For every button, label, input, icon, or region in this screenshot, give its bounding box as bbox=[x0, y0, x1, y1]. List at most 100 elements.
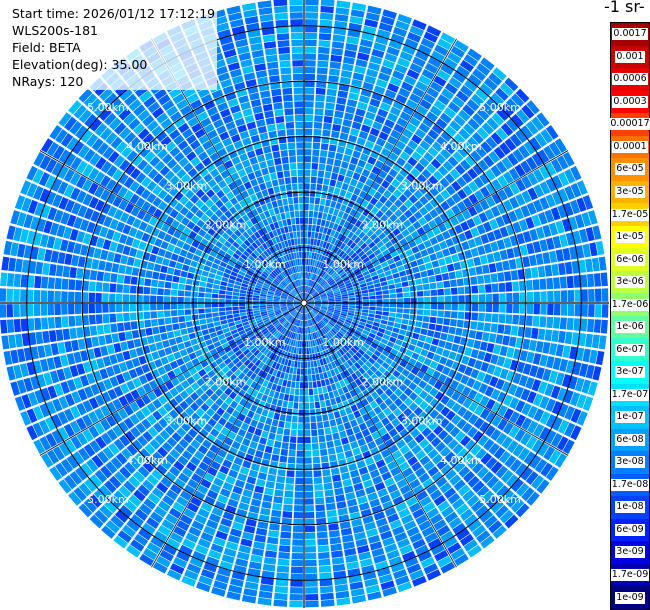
range-gate bbox=[346, 561, 360, 570]
range-gate bbox=[132, 123, 145, 136]
range-gate bbox=[376, 346, 384, 353]
range-gate bbox=[76, 190, 87, 204]
range-gate bbox=[265, 481, 275, 489]
range-gate bbox=[312, 456, 321, 464]
range-gate bbox=[358, 45, 372, 55]
range-gate bbox=[281, 263, 287, 270]
range-gate bbox=[199, 428, 209, 439]
range-gate bbox=[476, 466, 489, 479]
range-gate bbox=[562, 151, 575, 167]
range-gate bbox=[440, 395, 450, 405]
range-gate bbox=[362, 380, 371, 389]
range-gate bbox=[14, 258, 23, 273]
range-gate bbox=[411, 461, 422, 472]
range-gate bbox=[224, 253, 232, 260]
range-gate bbox=[389, 76, 402, 87]
range-gate bbox=[278, 552, 290, 560]
range-gate bbox=[283, 312, 290, 317]
range-gate bbox=[324, 315, 331, 320]
range-gate bbox=[212, 288, 219, 294]
range-gate bbox=[366, 202, 374, 211]
range-gate bbox=[466, 377, 476, 388]
range-gate bbox=[210, 483, 221, 494]
range-gate bbox=[194, 434, 205, 444]
range-gate bbox=[316, 218, 322, 226]
range-gate bbox=[194, 162, 205, 172]
range-gate bbox=[384, 141, 395, 152]
range-gate bbox=[210, 168, 220, 178]
range-gate bbox=[361, 428, 371, 438]
range-gate bbox=[241, 223, 250, 231]
range-gate bbox=[470, 227, 480, 238]
range-gate bbox=[283, 428, 291, 436]
range-gate bbox=[471, 462, 484, 475]
range-gate bbox=[262, 494, 273, 503]
range-gate bbox=[179, 544, 193, 556]
range-gate bbox=[327, 308, 335, 311]
range-gate bbox=[305, 32, 318, 40]
range-gate bbox=[367, 386, 375, 395]
range-gate bbox=[306, 305, 312, 310]
range-gate bbox=[407, 225, 416, 234]
range-gate bbox=[368, 332, 376, 339]
range-gate bbox=[325, 325, 331, 331]
range-gate bbox=[535, 253, 544, 266]
range-gate bbox=[461, 355, 470, 365]
range-gate bbox=[257, 321, 264, 327]
range-gate bbox=[328, 306, 335, 310]
range-gate bbox=[471, 285, 479, 294]
range-gate bbox=[432, 353, 442, 363]
range-gate bbox=[146, 474, 159, 486]
range-gate bbox=[340, 161, 349, 169]
range-gate bbox=[13, 273, 21, 287]
range-gate bbox=[334, 277, 342, 283]
range-gate bbox=[300, 327, 303, 334]
range-gate bbox=[390, 466, 401, 477]
range-gate bbox=[380, 147, 391, 158]
range-gate bbox=[278, 234, 284, 242]
range-gate bbox=[23, 377, 34, 392]
range-gate bbox=[250, 178, 258, 187]
range-gate bbox=[364, 18, 379, 28]
range-gate bbox=[315, 275, 320, 282]
range-gate bbox=[545, 398, 556, 412]
range-gate bbox=[520, 205, 531, 218]
range-gate bbox=[135, 249, 144, 259]
range-gate bbox=[165, 274, 173, 282]
range-gate bbox=[394, 532, 408, 543]
range-gate bbox=[280, 296, 287, 300]
range-gate bbox=[441, 230, 451, 240]
range-gate bbox=[298, 294, 302, 300]
range-gate bbox=[318, 163, 326, 171]
range-gate bbox=[185, 386, 195, 396]
range-gate bbox=[210, 428, 220, 438]
range-gate bbox=[253, 292, 260, 296]
range-gate bbox=[330, 543, 343, 552]
range-gate bbox=[355, 401, 364, 410]
range-gate bbox=[403, 297, 411, 303]
range-gate bbox=[304, 94, 315, 101]
range-gate bbox=[325, 242, 331, 250]
range-gate bbox=[322, 272, 328, 279]
range-gate bbox=[275, 579, 289, 587]
range-gate bbox=[331, 317, 338, 322]
range-gate bbox=[206, 106, 219, 117]
range-gate bbox=[135, 347, 144, 357]
range-gate bbox=[286, 337, 291, 345]
range-gate bbox=[466, 258, 475, 268]
range-gate bbox=[282, 280, 288, 286]
range-gate bbox=[266, 308, 274, 311]
range-gate bbox=[222, 185, 231, 195]
range-gate bbox=[536, 479, 550, 494]
range-gate bbox=[82, 429, 94, 442]
range-gate bbox=[315, 331, 320, 339]
range-gate bbox=[20, 318, 28, 332]
range-gate bbox=[16, 212, 27, 227]
range-gate bbox=[374, 318, 381, 324]
range-gate bbox=[435, 118, 448, 130]
range-gate bbox=[424, 191, 434, 201]
range-gate bbox=[118, 173, 129, 185]
range-gate bbox=[100, 432, 113, 445]
range-gate bbox=[80, 350, 89, 362]
range-gate bbox=[211, 374, 220, 383]
